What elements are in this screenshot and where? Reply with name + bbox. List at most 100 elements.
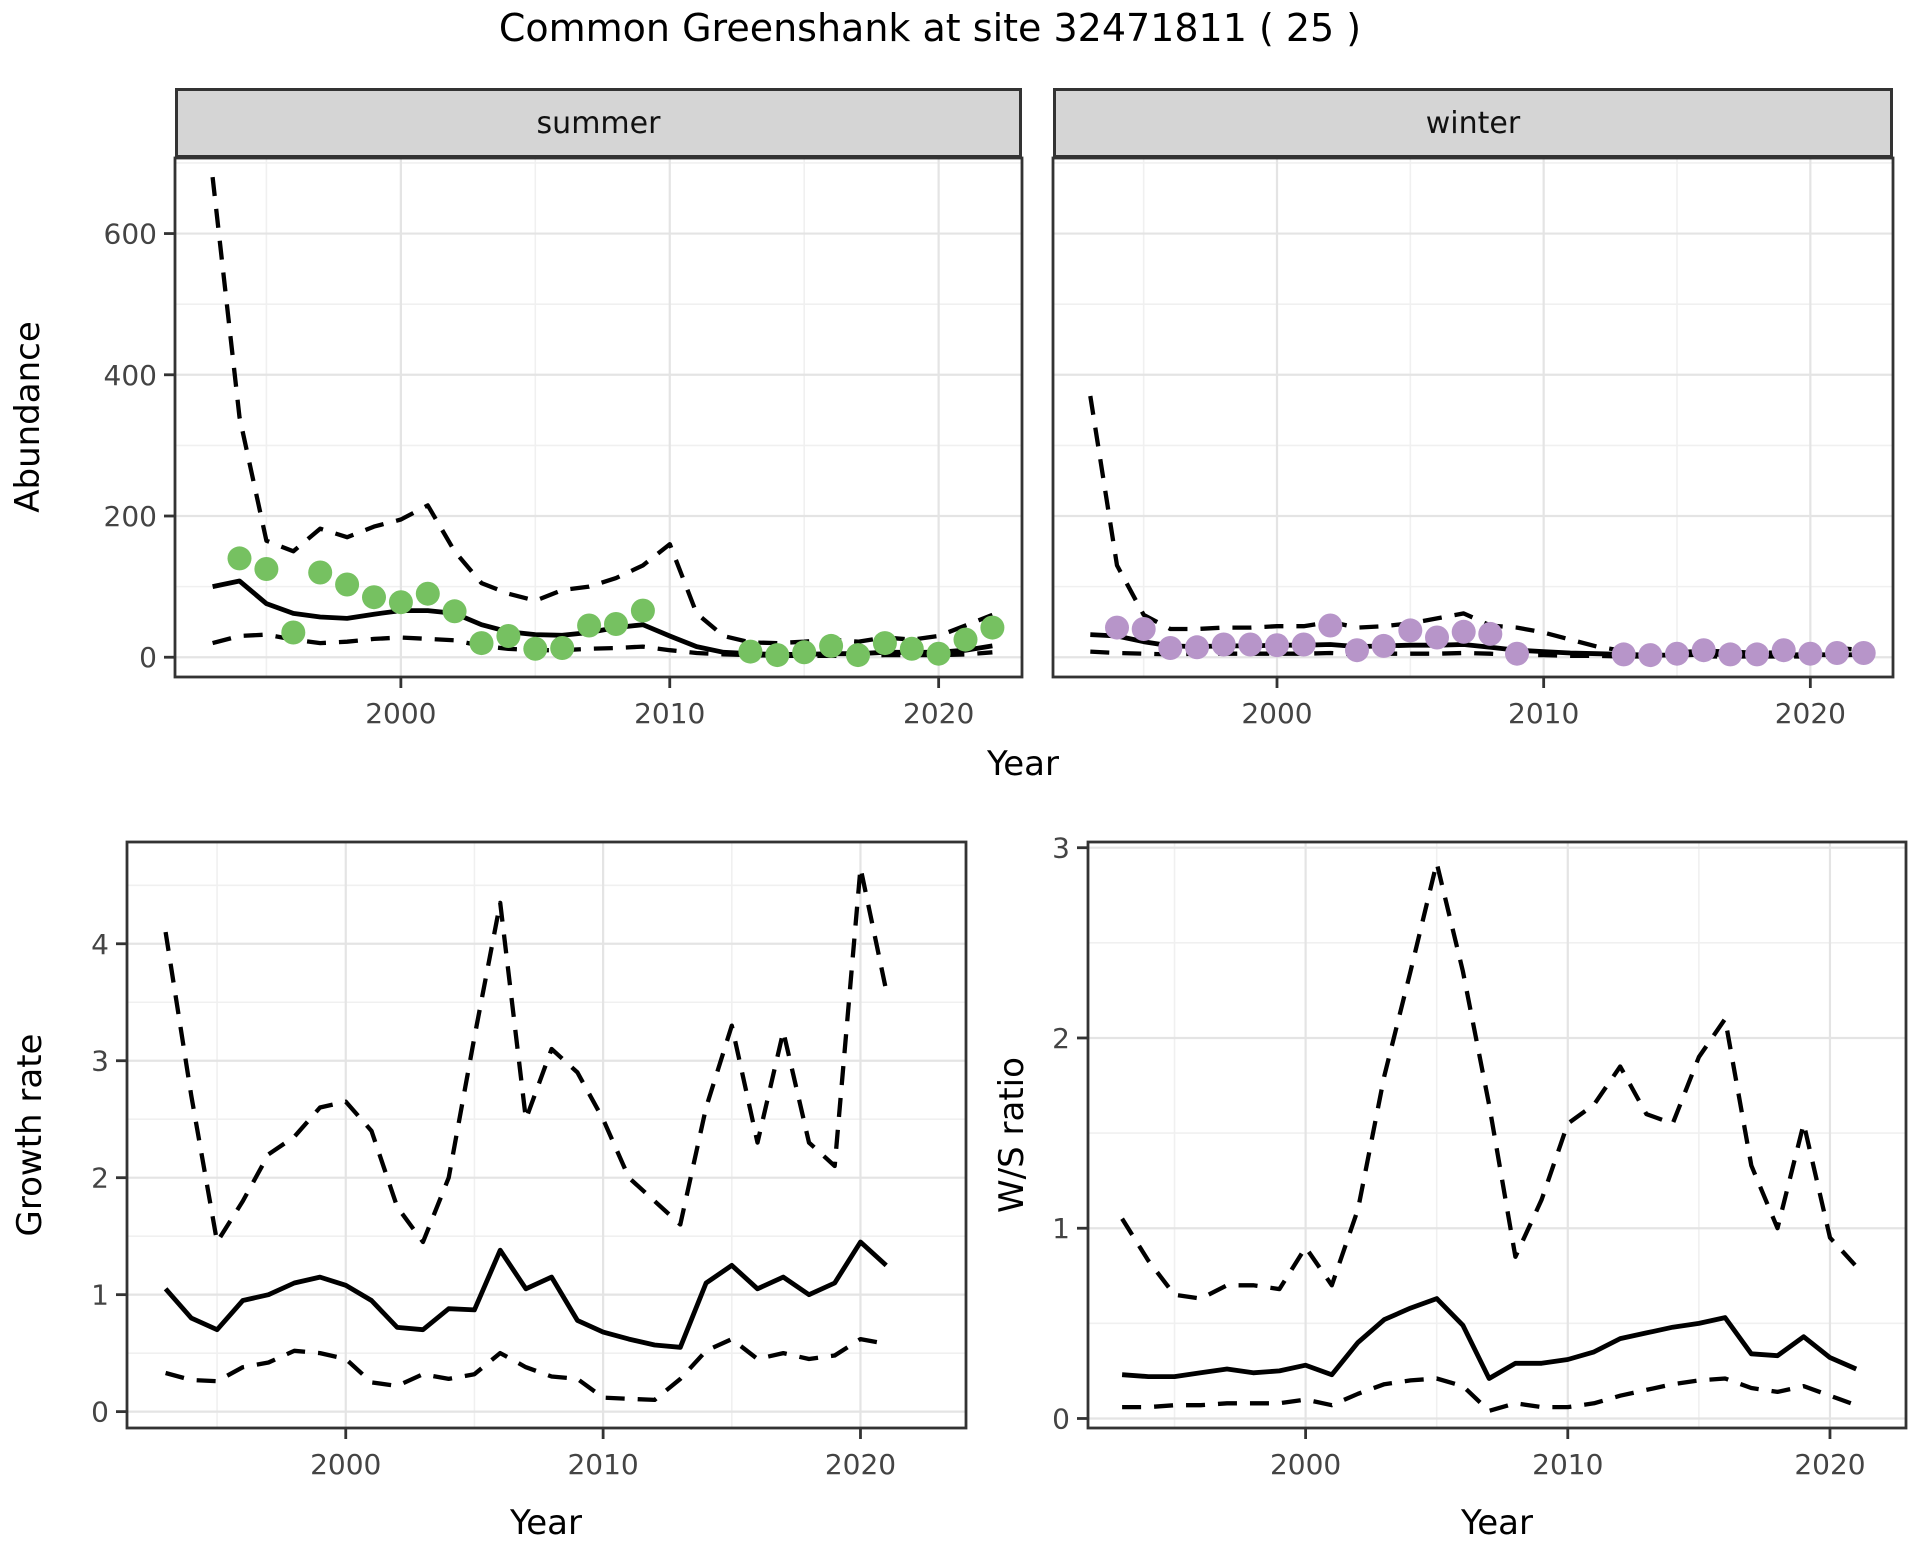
- panel-border: [1051, 156, 1895, 679]
- observation-point: [1105, 615, 1129, 640]
- series-lower_95ci-line: [165, 1336, 887, 1403]
- observation-point: [254, 557, 279, 581]
- x-tick-label: 2020: [903, 697, 974, 730]
- x-tick-label: 2010: [634, 697, 705, 730]
- series-median-line: [163, 1239, 888, 1350]
- series-upper_95ci-line: [163, 865, 889, 1245]
- series-upper_95ci-line: [1088, 395, 1864, 656]
- x-tick-label: 2000: [1241, 697, 1312, 730]
- panel-border: [125, 840, 968, 1430]
- observation-point: [1478, 621, 1503, 646]
- observation-point: [1798, 641, 1823, 666]
- observation-point: [953, 627, 978, 652]
- facet-strip-winter: winter: [1053, 88, 1893, 158]
- series-upper_95ci-line: [1120, 860, 1858, 1301]
- y-tick-label: 2: [1052, 1022, 1070, 1055]
- x-tick-label: 2010: [567, 1448, 638, 1481]
- observation-point: [1771, 638, 1796, 663]
- y-tick-label: 0: [139, 641, 157, 674]
- observation-point: [819, 633, 844, 658]
- series-median-line: [1121, 1296, 1858, 1381]
- observation-point: [1238, 632, 1263, 657]
- observation-point: [308, 560, 333, 585]
- y-tick-label: 600: [104, 218, 157, 251]
- panel-background: [127, 842, 966, 1428]
- observation-point: [630, 598, 655, 623]
- observation-point: [1158, 636, 1183, 660]
- abundance-winter-panel: 2000 2010 2020: [1051, 156, 1895, 730]
- y-tick-label: 1: [1052, 1212, 1070, 1245]
- observation-point: [1398, 618, 1423, 643]
- observation-point: [1211, 632, 1236, 657]
- observation-point: [604, 612, 628, 636]
- x-tick-label: 2020: [1794, 1448, 1865, 1481]
- observation-point: [1345, 638, 1369, 663]
- observation-point: [899, 636, 924, 661]
- observation-point: [1425, 625, 1449, 650]
- observation-point: [765, 643, 790, 668]
- observation-point: [550, 636, 575, 660]
- observation-point: [1638, 643, 1663, 668]
- series-upper_95ci-line: [210, 176, 994, 646]
- observation-point: [872, 631, 897, 656]
- observation-point: [1718, 642, 1743, 667]
- y-tick-label: 4: [91, 928, 109, 961]
- growth-rate-panel: 2000 2010 2020 0 1 2 3 4: [91, 840, 968, 1481]
- x-tick-label: 2020: [825, 1448, 896, 1481]
- observation-point: [1505, 641, 1529, 666]
- panel-border: [1086, 840, 1908, 1430]
- observation-point: [980, 615, 1005, 640]
- y-tick-label: 0: [91, 1396, 109, 1429]
- panel-background: [1053, 158, 1893, 677]
- observation-point: [362, 585, 386, 610]
- panel-background: [1088, 842, 1906, 1428]
- observation-point: [1371, 633, 1396, 658]
- observation-point: [1451, 619, 1476, 644]
- observation-point: [281, 620, 306, 645]
- observation-point: [1665, 641, 1689, 666]
- y-tick-label: 0: [1052, 1402, 1070, 1435]
- observation-point: [792, 640, 817, 665]
- observation-point: [1611, 642, 1636, 667]
- observation-point: [1691, 638, 1716, 663]
- y-tick-label: 400: [104, 359, 157, 392]
- y-tick-label: 200: [104, 500, 157, 533]
- observation-point: [335, 572, 360, 597]
- x-axis-title-year-top: Year: [987, 744, 1059, 784]
- panel-background: [175, 158, 1022, 677]
- x-axis-title-year-ws: Year: [1461, 1503, 1533, 1543]
- abundance-summer-panel: 2000 2010 2020 0 200 400 600: [104, 156, 1024, 730]
- x-tick-label: 2000: [310, 1448, 381, 1481]
- y-tick-label: 3: [91, 1045, 109, 1078]
- observation-point: [415, 581, 440, 606]
- y-tick-label: 1: [91, 1279, 109, 1312]
- ws-ratio-panel: 2000 2010 2020 0 1 2 3: [1052, 832, 1908, 1481]
- x-axis-title-year-growth: Year: [510, 1503, 582, 1543]
- y-tick-label: 3: [1052, 832, 1070, 865]
- observation-point: [227, 546, 252, 571]
- facet-strip-summer-label: summer: [536, 105, 661, 141]
- observation-point: [1825, 641, 1849, 665]
- observation-point: [1318, 613, 1343, 638]
- y-axis-title-abundance: Abundance: [8, 321, 48, 513]
- y-tick-label: 2: [91, 1162, 109, 1195]
- observation-point: [926, 641, 951, 666]
- panel-border: [173, 156, 1024, 679]
- x-tick-label: 2010: [1532, 1448, 1603, 1481]
- x-tick-label: 2010: [1508, 697, 1579, 730]
- observation-point: [1745, 642, 1769, 667]
- observation-point: [469, 631, 494, 656]
- observation-point: [1185, 635, 1209, 660]
- observation-point: [388, 590, 413, 615]
- observation-point: [577, 613, 602, 638]
- observation-point: [442, 599, 467, 624]
- facet-strip-winter-label: winter: [1425, 105, 1521, 141]
- facet-strip-summer: summer: [175, 88, 1022, 158]
- observation-point: [738, 639, 763, 664]
- observation-point: [1131, 617, 1156, 641]
- observation-point: [846, 643, 870, 668]
- observation-point: [496, 624, 521, 648]
- observation-point: [1265, 633, 1289, 658]
- x-tick-label: 2000: [1270, 1448, 1341, 1481]
